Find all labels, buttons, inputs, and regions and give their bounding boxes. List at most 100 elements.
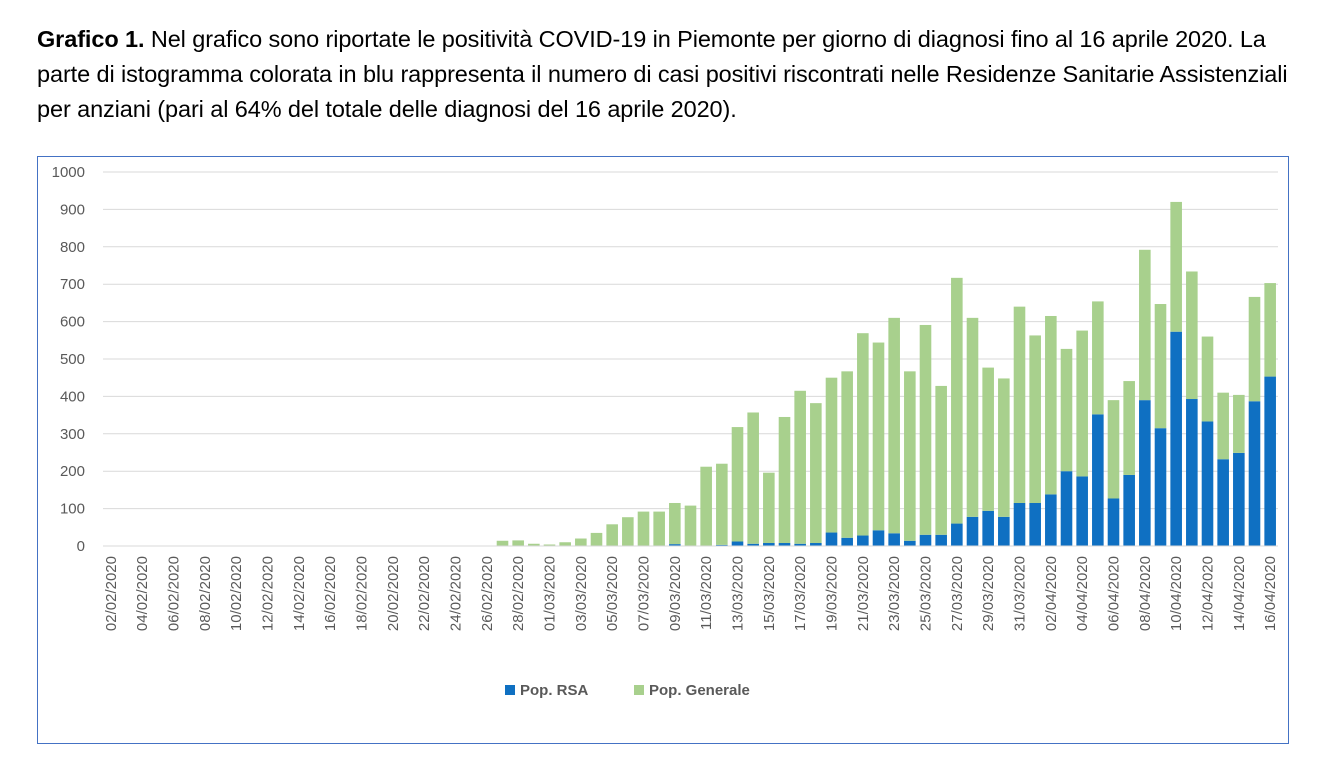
y-tick-label: 500 — [60, 351, 85, 368]
bar-rsa — [825, 532, 838, 546]
bar-generale — [857, 333, 869, 536]
y-tick-label: 600 — [60, 314, 85, 331]
bar-generale — [1045, 315, 1057, 495]
x-tick-label: 08/04/2020 — [1137, 556, 1154, 631]
bar-generale — [919, 324, 932, 535]
bar-generale — [512, 540, 524, 546]
y-axis-ticks: 0 100 200 300 400 500 600 700 800 900 1000 — [52, 164, 85, 555]
x-tick-label: 23/03/2020 — [886, 556, 903, 631]
x-tick-label: 16/02/2020 — [322, 556, 339, 631]
bar-generale — [1123, 381, 1135, 475]
bar-rsa — [888, 533, 900, 546]
bar-rsa — [1123, 474, 1135, 546]
bar-rsa — [731, 541, 744, 546]
bar-generale — [872, 342, 885, 531]
bar-generale — [559, 542, 571, 546]
bar-generale — [622, 517, 634, 546]
x-tick-label: 25/03/2020 — [918, 556, 935, 631]
x-tick-label: 08/02/2020 — [197, 556, 214, 631]
caption-lead: Grafico 1. — [37, 26, 145, 52]
bar-rsa — [669, 544, 681, 546]
bar-rsa — [716, 544, 728, 546]
x-axis-ticks: 02/02/2020 04/02/2020 06/02/2020 08/02/2020… — [103, 556, 1279, 631]
bar-rsa — [1217, 459, 1229, 546]
bar-generale — [716, 463, 728, 545]
bar-rsa — [1170, 331, 1182, 546]
bar-rsa — [872, 530, 885, 546]
bar-rsa — [841, 537, 853, 546]
bar-generale — [810, 403, 822, 544]
bar-rsa — [1233, 452, 1245, 546]
bar-rsa — [1029, 502, 1041, 546]
y-tick-label: 0 — [77, 538, 85, 555]
bar-generale — [731, 427, 744, 542]
y-tick-label: 700 — [60, 276, 85, 293]
bar-rsa — [1045, 494, 1057, 546]
bar-rsa — [1092, 414, 1104, 546]
bar-generale — [841, 371, 853, 538]
bar-generale — [1217, 392, 1229, 460]
x-tick-label: 12/04/2020 — [1200, 556, 1217, 631]
x-tick-label: 29/03/2020 — [980, 556, 997, 631]
x-tick-label: 06/04/2020 — [1106, 556, 1123, 631]
bar-rsa — [998, 516, 1010, 546]
legend: Pop. RSA Pop. Generale — [505, 682, 750, 699]
bar-rsa — [1154, 428, 1167, 546]
bar-rsa — [747, 543, 759, 546]
bar-rsa — [1139, 400, 1151, 546]
x-tick-label: 17/03/2020 — [792, 556, 809, 631]
x-tick-label: 16/04/2020 — [1262, 556, 1279, 631]
legend-label: Pop. RSA — [520, 682, 589, 699]
bar-generale — [778, 416, 791, 544]
bar-generale — [669, 502, 681, 545]
legend-label: Pop. Generale — [649, 682, 750, 699]
bar-generale — [1170, 201, 1182, 332]
x-tick-label: 14/02/2020 — [291, 556, 308, 631]
bar-rsa — [794, 543, 806, 546]
x-tick-label: 31/03/2020 — [1012, 556, 1029, 631]
y-tick-label: 400 — [60, 388, 85, 405]
bar-generale — [888, 317, 900, 534]
y-tick-label: 100 — [60, 501, 85, 518]
x-tick-label: 05/03/2020 — [604, 556, 621, 631]
bar-rsa — [1186, 399, 1198, 546]
bar-generale — [1154, 304, 1167, 429]
bar-generale — [763, 472, 775, 544]
bar-rsa — [1248, 401, 1261, 546]
bar-rsa — [904, 540, 916, 546]
bar-generale — [825, 377, 838, 533]
bar-rsa — [763, 543, 775, 546]
caption-text: Nel grafico sono riportate le positività… — [37, 26, 1288, 122]
bar-generale — [1060, 348, 1073, 472]
chart-frame — [37, 156, 1289, 744]
y-tick-label: 300 — [60, 426, 85, 443]
x-tick-label: 27/03/2020 — [949, 556, 966, 631]
figure-caption: Grafico 1. Nel grafico sono riportate le… — [37, 22, 1307, 127]
y-tick-label: 800 — [60, 239, 85, 256]
bar-generale — [1076, 330, 1088, 477]
bar-rsa — [1107, 498, 1120, 546]
bar-generale — [528, 543, 540, 546]
bar-generale — [653, 511, 665, 546]
bar-generale — [1029, 335, 1041, 503]
x-tick-label: 15/03/2020 — [761, 556, 778, 631]
x-tick-label: 13/03/2020 — [730, 556, 747, 631]
x-tick-label: 28/02/2020 — [510, 556, 527, 631]
legend-swatch — [505, 685, 515, 695]
bar-generale — [575, 538, 587, 546]
bar-rsa — [1060, 471, 1073, 546]
bar-rsa — [1076, 476, 1088, 546]
x-tick-label: 18/02/2020 — [354, 556, 371, 631]
bar-generale — [1107, 400, 1120, 499]
bar-generale — [1201, 336, 1214, 422]
bar-rsa — [982, 510, 994, 546]
bar-generale — [951, 277, 963, 524]
bar-generale — [935, 385, 947, 535]
x-tick-label: 06/02/2020 — [166, 556, 183, 631]
bars — [496, 201, 1276, 546]
bar-generale — [904, 371, 916, 541]
bar-generale — [684, 505, 697, 546]
x-tick-label: 02/02/2020 — [103, 556, 120, 631]
bar-generale — [1139, 249, 1151, 401]
